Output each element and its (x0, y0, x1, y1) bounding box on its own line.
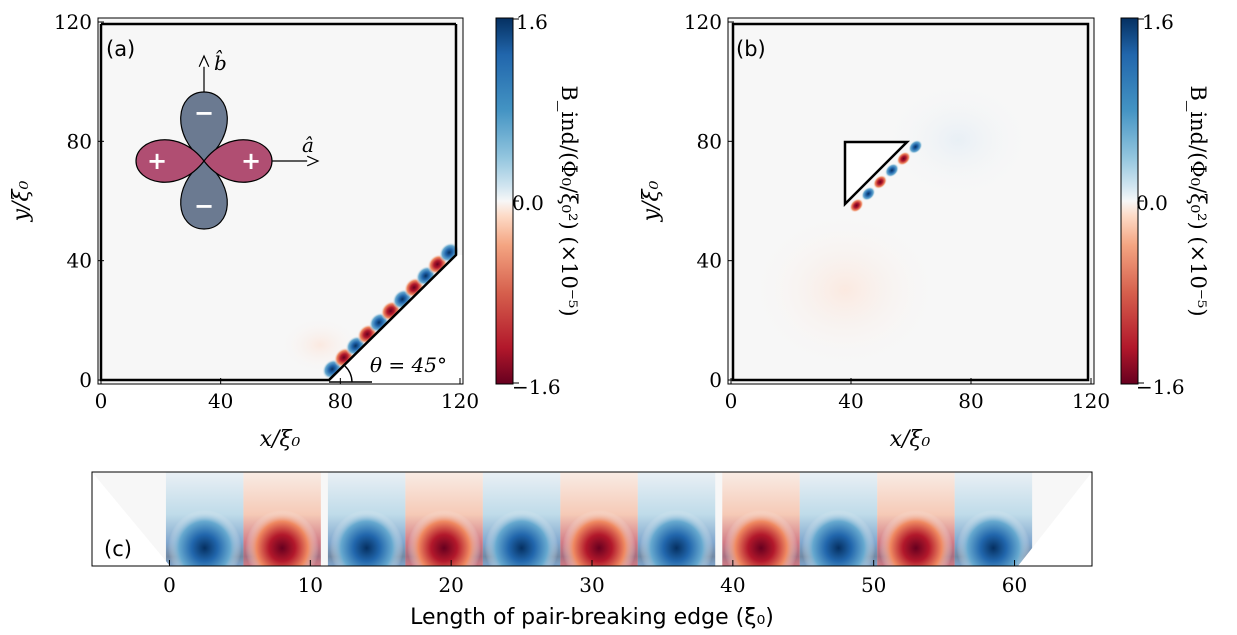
strip-vortex-positive (956, 510, 1031, 566)
dwave-inset: − + + − b̂ â (135, 49, 320, 230)
axes: 0 40 80 120 0 40 80 120 x/ξ₀ y/ξ₀ 0 40 80 120 0 40 80 120… (9, 10, 1110, 630)
panel-a-boundary (99, 24, 458, 382)
panel-b-field (750, 80, 1033, 370)
lobe-bottom (180, 160, 228, 230)
colorbar-a-label: B_ind/(Φ₀/ξ₀²) (×10⁻⁵) (557, 85, 581, 316)
colorbar-b-label: B_ind/(Φ₀/ξ₀²) (×10⁻⁵) (1186, 85, 1210, 316)
strip-vortex-positive (639, 510, 714, 566)
edge-vortex-negative (896, 151, 911, 166)
panel-b-ylabel: y/ξ₀ (639, 180, 664, 222)
a-hat-label: â (302, 133, 314, 157)
panel-b-ytick-label: 0 (709, 368, 722, 392)
panel-b-xtick-label: 40 (838, 389, 863, 413)
strip-vortex-negative (407, 510, 481, 566)
colorbar-a-tick-zero: 0.0 (512, 191, 544, 215)
colorbar-a-tick-min: −1.6 (512, 375, 561, 399)
panel-a-ylabel: y/ξ₀ (9, 180, 34, 222)
strip-vortex-negative (724, 510, 798, 566)
panel-b-ytick-label: 120 (684, 10, 722, 34)
panel-c-xtick-label: 40 (720, 573, 745, 597)
panel-a-xtick-label: 0 (95, 389, 108, 413)
colorbar-a-gradient (495, 17, 514, 385)
panel-c-xtick-label: 10 (298, 573, 323, 597)
panel-b-xtick-label: 120 (1072, 389, 1110, 413)
strip-vortex-positive (801, 510, 876, 566)
panel-b-faint-red (750, 210, 940, 370)
panel-a: θ = 45° − + + − b̂ â (a) (97, 17, 464, 385)
lobe-sign-top: − (194, 99, 214, 127)
panel-c-tag: (c) (104, 537, 132, 561)
colorbar-b-tick-max: 1.6 (1142, 10, 1174, 34)
panel-b-tag: (b) (736, 37, 766, 61)
panel-b-ytick-label: 80 (697, 129, 722, 153)
panel-c-xtick-label: 30 (579, 573, 604, 597)
strip-vortex-negative (562, 510, 636, 566)
panel-c-left-cut (92, 472, 170, 566)
panel-b-frame (727, 17, 1095, 385)
panel-a-xtick-label: 80 (328, 389, 353, 413)
strip-vortex-positive (329, 510, 404, 566)
edge-vortex-positive (861, 186, 876, 201)
colorbar-b-tick-zero: 0.0 (1136, 191, 1168, 215)
panel-a-ytick-label: 0 (79, 368, 92, 392)
edge-vortex-positive (884, 163, 899, 178)
panel-b-boundary (731, 22, 1090, 382)
panel-a-tag: (a) (106, 37, 135, 61)
panel-b-triangle-hole (843, 140, 911, 208)
panel-a-xtick-label: 120 (441, 389, 479, 413)
panel-a-xtick-label: 40 (208, 389, 233, 413)
lobe-right (203, 139, 273, 183)
lobe-left (135, 139, 205, 183)
angle-arc (344, 365, 353, 383)
panel-c-xtick-label: 50 (861, 573, 886, 597)
lobe-top (180, 91, 228, 162)
lobe-sign-right: + (241, 147, 261, 175)
edge-vortex-negative (873, 174, 888, 190)
strip-vortex-positive (484, 510, 559, 566)
b-hat-label: b̂ (214, 49, 227, 75)
panel-a-frame (97, 17, 464, 385)
panel-c-xtick-label: 60 (1002, 573, 1027, 597)
colorbar-b-tick-min: −1.6 (1136, 375, 1185, 399)
panel-c: (c) (91, 471, 1093, 567)
panel-c-right-cut (1018, 472, 1092, 566)
colorbar-b: 1.6 0.0 −1.6 B_ind/(Φ₀/ξ₀²) (×10⁻⁵) (1120, 10, 1210, 399)
colorbar-a: 1.6 0.0 −1.6 B_ind/(Φ₀/ξ₀²) (×10⁻⁵) (495, 10, 581, 399)
lobe-sign-left: + (147, 147, 167, 175)
panel-b-faint-blue (883, 80, 1033, 200)
lobe-sign-bottom: − (194, 192, 214, 220)
panel-b-xlabel: x/ξ₀ (890, 427, 931, 452)
panel-c-xlabel: Length of pair-breaking edge (ξ₀) (410, 605, 774, 630)
strip-vortex-positive (167, 510, 242, 566)
panel-a-ytick-label: 40 (67, 249, 92, 273)
edge-vortex-positive (908, 139, 923, 154)
panel-c-strip (165, 472, 1033, 566)
panel-b-edge-blobs (849, 139, 923, 213)
edge-vortex-negative (849, 198, 864, 213)
panel-b-xtick-label: 80 (958, 389, 983, 413)
panel-a-ytick-label: 120 (54, 10, 92, 34)
panel-b-xtick-label: 0 (725, 389, 738, 413)
panel-a-vacuum (329, 255, 463, 384)
panel-a-ytick-label: 80 (67, 129, 92, 153)
panel-b-ytick-label: 40 (697, 249, 722, 273)
panel-c-xtick-label: 20 (438, 573, 463, 597)
panel-c-xtick-label: 0 (163, 573, 176, 597)
strip-vortex-negative (245, 510, 319, 566)
panel-b: (b) (727, 17, 1095, 385)
strip-vortex-negative (879, 510, 953, 566)
panel-a-xlabel: x/ξ₀ (260, 427, 301, 452)
colorbar-a-tick-max: 1.6 (516, 10, 548, 34)
theta-label: θ = 45° (370, 353, 447, 377)
